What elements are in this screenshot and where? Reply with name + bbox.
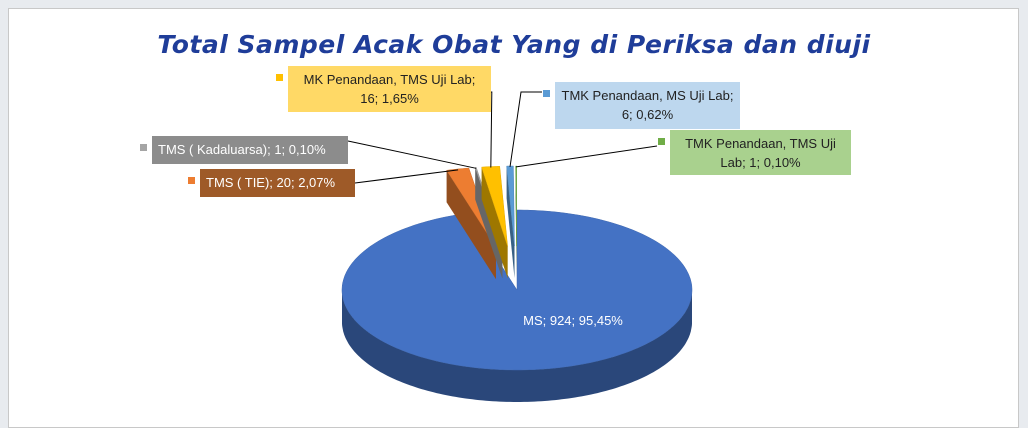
data-label: TMS ( TIE); 20; 2,07% [200,169,355,197]
legend-key [188,177,195,184]
leader-line [347,140,477,169]
chart-title: Total Sampel Acak Obat Yang di Periksa d… [157,30,871,59]
data-label: MS; 924; 95,45% [488,307,658,337]
leader-line [354,169,459,184]
pie-slice-side [481,167,508,279]
legend-key [658,138,665,145]
data-label: TMK Penandaan, MS Uji Lab; 6; 0,62% [555,82,740,129]
pie-slice-side [342,290,692,402]
pie-slice [446,167,497,248]
leader-line [490,91,493,168]
pie-slice [515,165,517,247]
data-label: MK Penandaan, TMS Uji Lab; 16; 1,65% [288,66,491,112]
legend-key [276,74,283,81]
leader-line [516,145,658,168]
leader-line [509,91,542,167]
data-label: TMK Penandaan, TMS Uji Lab; 1; 0,10% [670,130,851,175]
pie-slice [341,209,693,371]
pie-slice-side [506,166,515,278]
pie-slice-side [446,170,496,280]
legend-key [140,144,147,151]
legend-key [543,90,550,97]
data-label: TMS ( Kadaluarsa); 1; 0,10% [152,136,348,164]
